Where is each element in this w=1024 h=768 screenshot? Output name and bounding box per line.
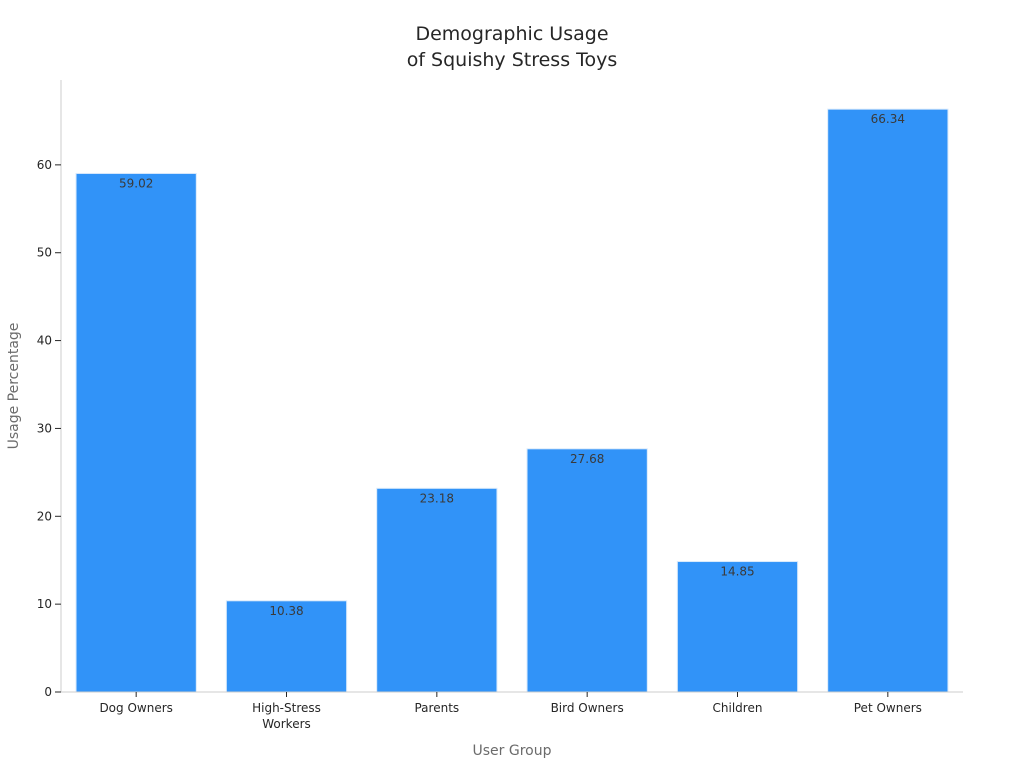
bars-group: 59.02 10.38 23.18 27.68 14.85 66.34 bbox=[75, 108, 949, 693]
bar bbox=[75, 172, 197, 693]
x-tick-label: Bird Owners bbox=[551, 701, 624, 715]
x-tick-label: Dog Owners bbox=[99, 701, 172, 715]
data-label: 66.34 bbox=[871, 112, 905, 126]
data-label: 10.38 bbox=[269, 604, 303, 618]
chart-title-line-1: Demographic Usage bbox=[415, 23, 608, 45]
x-tick-label: Pet Owners bbox=[854, 701, 922, 715]
x-tick-label: Parents bbox=[414, 701, 459, 715]
chart-title-line-2: of Squishy Stress Toys bbox=[407, 49, 618, 71]
bar bbox=[526, 448, 648, 693]
y-tick-label: 0 bbox=[44, 685, 52, 699]
y-tick-label: 40 bbox=[37, 334, 52, 348]
bar bbox=[225, 600, 348, 693]
y-tick-label: 10 bbox=[37, 597, 52, 611]
x-axis-title: User Group bbox=[473, 743, 552, 759]
y-tick-label: 50 bbox=[37, 246, 52, 260]
bar bbox=[376, 487, 498, 693]
bar bbox=[676, 561, 799, 693]
x-axis: Dog Owners High-Stress Workers Parents Bird … bbox=[61, 691, 963, 731]
data-label: 23.18 bbox=[420, 491, 454, 505]
data-label: 27.68 bbox=[570, 452, 604, 466]
y-tick-label: 20 bbox=[37, 509, 52, 523]
y-axis-title: Usage Percentage bbox=[6, 323, 22, 450]
y-axis: 0 10 20 30 40 50 60 bbox=[37, 80, 62, 699]
data-label: 14.85 bbox=[720, 565, 754, 579]
x-tick-label: Children bbox=[713, 701, 763, 715]
bar bbox=[827, 108, 949, 693]
y-tick-label: 60 bbox=[37, 158, 52, 172]
y-tick-label: 30 bbox=[37, 421, 52, 435]
data-label: 59.02 bbox=[119, 176, 153, 190]
x-tick-label: High-Stress Workers bbox=[252, 701, 321, 731]
